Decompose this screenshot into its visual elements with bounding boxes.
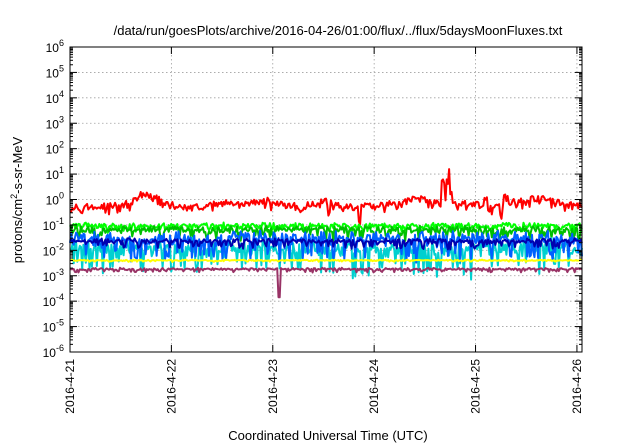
x-tick-label: 2016-4-26 xyxy=(570,359,584,414)
x-tick-label: 2016-4-22 xyxy=(164,359,178,414)
ticks xyxy=(69,46,582,353)
y-tick-label: 103 xyxy=(46,114,64,131)
y-tick-label: 105 xyxy=(46,63,64,80)
y-tick-labels: 10-6 10-5 10-4 10-3 10-2 10-1 100 101 102 103 104 1… xyxy=(43,38,64,360)
chart-title: /data/run/goesPlots/archive/2016-04-26/0… xyxy=(114,23,563,38)
y-tick-label: 10-4 xyxy=(43,292,64,309)
series-line xyxy=(69,266,583,299)
y-axis-label-rest: -s-sr-MeV xyxy=(10,136,25,193)
x-tick-label: 2016-4-24 xyxy=(367,359,381,414)
y-tick-label: 106 xyxy=(46,38,64,55)
y-axis-label-sup: 2 xyxy=(9,194,19,199)
x-tick-label: 2016-4-23 xyxy=(266,359,280,414)
y-tick-label: 10-5 xyxy=(43,318,64,335)
y-tick-label: 10-2 xyxy=(43,241,64,258)
y-tick-label: 100 xyxy=(46,191,64,208)
y-tick-label: 10-3 xyxy=(43,267,64,284)
x-tick-label: 2016-4-25 xyxy=(469,359,483,414)
series-line xyxy=(69,168,583,226)
y-tick-label: 10-1 xyxy=(43,216,64,233)
y-tick-label: 101 xyxy=(46,165,64,182)
series-layer xyxy=(69,168,583,299)
x-tick-label: 2016-4-21 xyxy=(63,359,77,414)
series-line xyxy=(70,258,583,263)
y-axis-label: protons/cm2-s-sr-MeV xyxy=(9,136,25,263)
y-tick-label: 10-6 xyxy=(43,343,64,360)
x-axis-label: Coordinated Universal Time (UTC) xyxy=(228,428,427,443)
x-tick-labels: 2016-4-21 2016-4-22 2016-4-23 2016-4-24 2016… xyxy=(63,359,584,414)
series-line xyxy=(69,237,583,251)
y-tick-label: 104 xyxy=(46,89,64,106)
y-axis-label-main: protons/cm xyxy=(10,199,25,263)
y-tick-label: 102 xyxy=(46,140,64,157)
